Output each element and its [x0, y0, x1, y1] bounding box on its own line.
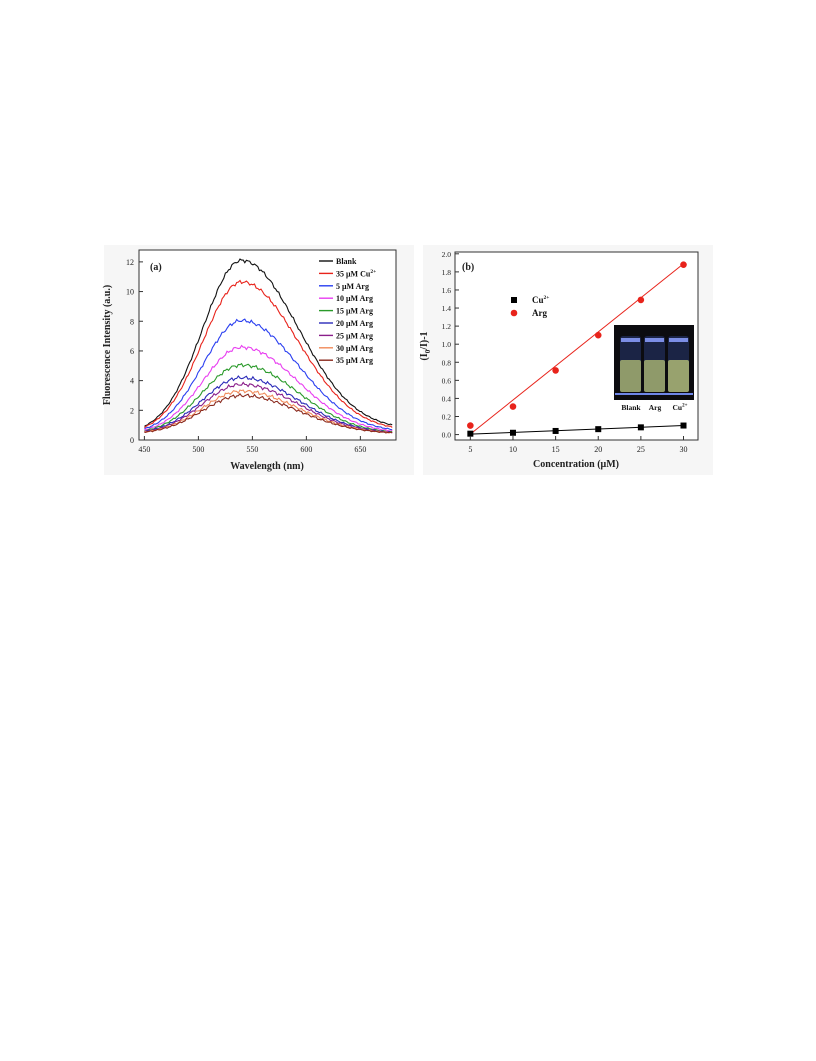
panel-a-legend: Blank 35 μM Cu2+ 5 μM Arg 10 μM Arg 15 μM Ar…	[319, 257, 376, 365]
panel-a-x-tick-label: 650	[354, 445, 366, 454]
panel-a-series-curve	[144, 375, 393, 434]
inset-photo-label: Cu2+	[673, 403, 688, 412]
panel-a-y-tick-label: 6	[130, 347, 134, 356]
panel-a-series-curve	[144, 279, 393, 429]
panel-b-point-cu	[595, 426, 602, 433]
panel-a-series-curve	[144, 362, 393, 433]
inset-photo-labels: Blank Arg Cu2+	[621, 403, 687, 412]
vial-blank	[620, 336, 641, 392]
panel-b-y-axis-label: (I0/I)-1	[419, 331, 432, 360]
panel-a-x-tick-label: 500	[192, 445, 204, 454]
panel-a-y-axis-label: Fluorescence Intensity (a.u.)	[102, 285, 113, 405]
panel-a-legend-entry: 25 μM Arg	[336, 331, 373, 340]
panel-a-legend-entry: 15 μM Arg	[336, 307, 373, 316]
panel-b-point-cu	[552, 427, 559, 434]
panel-b-points	[467, 261, 687, 437]
panel-b-legend-entry: Cu2+	[532, 295, 549, 305]
panel-a-legend-entry: 35 μM Cu2+	[336, 269, 376, 279]
panel-a-legend-entry: 10 μM Arg	[336, 294, 373, 303]
panel-b-point-cu	[509, 429, 516, 436]
panel-a-legend-entry: 35 μM Arg	[336, 356, 373, 365]
panel-b-legend-marker	[511, 297, 517, 303]
panel-b-y-tick-label: 1.0	[442, 340, 452, 349]
panel-a-y-tick-label: 4	[130, 377, 134, 386]
panel-b-y-tick-label: 1.8	[442, 268, 452, 277]
panel-b-x-tick-label: 25	[637, 445, 645, 454]
panel-b-x-tick-label: 30	[680, 445, 688, 454]
panel-a-x-tick-label: 550	[246, 445, 258, 454]
panel-b-y-tick-label: 1.2	[442, 322, 452, 331]
panel-b-x-tick-label: 20	[594, 445, 602, 454]
panel-a-y-tick-label: 10	[126, 288, 134, 297]
panel-a-x-tick-label: 450	[138, 445, 150, 454]
panel-b-legend-entry: Arg	[532, 308, 547, 318]
panel-a-series-curve	[144, 381, 393, 434]
panel-a-plot-frame	[138, 249, 397, 441]
panel-b-x-tick-label: 10	[509, 445, 517, 454]
panel-b-x-axis-label: Concentration (μM)	[533, 459, 619, 470]
panel-a-legend-entry: Blank	[336, 257, 357, 266]
panel-b-point-arg	[594, 331, 602, 339]
panel-b-point-arg	[552, 367, 559, 374]
panel-b-y-tick-label: 0.2	[442, 413, 452, 422]
panel-b-y-tick-label: 1.4	[442, 304, 452, 313]
panel-b-y-tick-label: 1.6	[442, 286, 452, 295]
panel-b-x-tick-label: 5	[468, 445, 472, 454]
panel-b-point-cu	[680, 422, 687, 429]
panel-b-y-tick-label: 0.0	[442, 431, 452, 440]
panel-a-legend-entry: 20 μM Arg	[336, 319, 373, 328]
panel-b-point-arg	[509, 403, 517, 410]
inset-photo-label: Blank	[621, 403, 641, 412]
panel-a-legend-entry: 30 μM Arg	[336, 344, 373, 353]
panel-b-point-cu	[467, 430, 474, 437]
panel-a-series-curve	[144, 392, 393, 434]
panel-a-y-ticks: 0 2 4 6 8 10 12	[126, 258, 143, 445]
panel-a-label: (a)	[150, 262, 162, 273]
panel-a-y-tick-label: 0	[130, 436, 134, 445]
vial-cu	[668, 336, 689, 392]
panel-b-legend: Cu2+ Arg	[510, 295, 549, 318]
panel-a-x-ticks: 450 500 550 600 650	[138, 436, 366, 454]
panel-b-legend-marker	[510, 309, 518, 317]
panel-b-point-arg	[467, 422, 474, 429]
inset-photo-label: Arg	[649, 403, 662, 412]
panel-b-fit-line	[470, 263, 684, 435]
panel-b-x-ticks: 5 10 15 20 25 30	[468, 436, 688, 454]
panel-b-y-tick-label: 0.6	[442, 376, 452, 385]
inset-photo	[614, 325, 694, 400]
panel-b-point-cu	[637, 424, 644, 431]
panel-a-curves	[144, 258, 393, 434]
panel-a-x-axis-label: Wavelength (nm)	[230, 461, 304, 472]
panel-a-x-tick-label: 600	[300, 445, 312, 454]
panel-a-series-curve	[144, 344, 393, 432]
panel-a-y-tick-label: 8	[130, 317, 134, 326]
panel-b-y-tick-label: 0.8	[442, 358, 452, 367]
panel-a-legend-entry: 5 μM Arg	[336, 282, 369, 291]
vial-arg	[644, 336, 665, 392]
panel-b-fit-line	[470, 425, 684, 435]
panel-a-y-tick-label: 2	[130, 406, 134, 415]
panel-b-y-ticks: 0.0 0.2 0.4 0.6 0.8 1.0 1.2 1.4 1.6 1.8 2.0	[442, 250, 459, 440]
panel-a-series-curve	[144, 258, 393, 427]
panel-a: 450 500 550 600 650 0 2 4 6 8 10 12 (a) Wavelength…	[102, 245, 414, 475]
panel-b-point-arg	[637, 296, 645, 304]
panel-b: Blank Arg Cu2+ 5 10 15 20 25 30 0.0 0.2 0.4 0.6 0.8…	[419, 245, 713, 475]
panel-b-fit-lines	[470, 263, 684, 435]
panel-b-y-tick-label: 0.4	[442, 394, 452, 403]
panel-b-label: (b)	[462, 262, 474, 273]
panel-b-y-tick-label: 2.0	[442, 250, 452, 259]
panel-b-x-tick-label: 15	[552, 445, 560, 454]
panel-a-y-tick-label: 12	[126, 258, 134, 267]
panel-b-point-arg	[680, 261, 687, 268]
panel-a-series-curve	[144, 318, 393, 431]
